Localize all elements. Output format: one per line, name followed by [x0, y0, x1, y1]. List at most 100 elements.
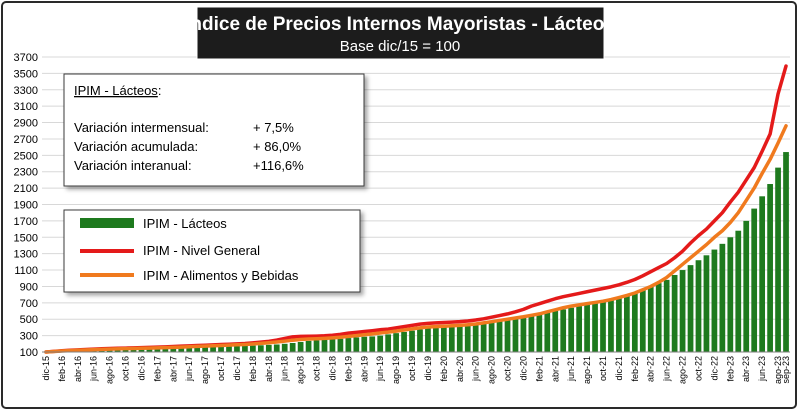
line-series [44, 64, 788, 354]
bar-lacteos [687, 265, 694, 352]
bar-lacteos [480, 322, 487, 352]
info-box: IPIM - Lácteos: Variación intermensual: … [63, 73, 365, 187]
bar-lacteos [600, 301, 606, 352]
x-tick-label: feb-23 [725, 356, 735, 382]
y-tick-label: 500 [20, 314, 38, 326]
bar-lacteos [273, 344, 280, 352]
x-tick-label: dic-15 [41, 356, 51, 381]
chart-title: Indice de Precios Internos Mayoristas - … [185, 14, 615, 35]
bar-lacteos [305, 340, 312, 352]
bar-lacteos [472, 323, 479, 352]
info-row-value: + 7,5% [253, 120, 294, 135]
info-box-title-text: IPIM - Lácteos [74, 83, 158, 98]
x-tick-label: ago-22 [678, 356, 688, 384]
bar-lacteos [242, 345, 248, 352]
legend: IPIM - Lácteos IPIM - Nivel General IPIM… [63, 209, 361, 293]
bar-lacteos [178, 347, 185, 352]
x-tick-label: dic-18 [327, 356, 337, 381]
x-tick-label: feb-17 [152, 356, 162, 382]
x-tick-label: ago-21 [582, 356, 592, 384]
y-tick-label: 700 [20, 298, 38, 310]
y-tick-label: 2500 [14, 150, 38, 162]
bar-lacteos [520, 316, 527, 352]
info-row-value: +116,6% [253, 158, 304, 173]
bar-lacteos [440, 326, 447, 352]
bar-lacteos [154, 348, 161, 352]
info-row-value: + 86,0% [253, 139, 302, 154]
bar-lacteos [433, 327, 439, 352]
bar-lacteos [377, 335, 384, 352]
bar-lacteos [194, 347, 201, 352]
bar-lacteos [560, 309, 567, 352]
y-tick-label: 1300 [14, 249, 38, 261]
x-tick-label: ago-23 [773, 356, 783, 384]
bar-lacteos [552, 311, 559, 352]
bar-lacteos [639, 289, 646, 352]
bar-lacteos [186, 347, 193, 352]
x-tick-label: jun-20 [471, 356, 481, 382]
bar-lacteos [130, 348, 137, 352]
bar-lacteos [425, 328, 431, 352]
bar-lacteos [337, 338, 344, 352]
bar-lacteos [265, 344, 272, 352]
bar-lacteos [162, 348, 169, 352]
x-tick-label: jun-18 [280, 356, 290, 382]
bar-lacteos [544, 312, 551, 352]
x-tick-label: abr-18 [264, 356, 274, 382]
x-tick-label: dic-20 [518, 356, 528, 381]
bar-lacteos [297, 342, 304, 352]
info-row-label: Variación intermensual: [74, 120, 209, 135]
x-tick-label: oct-20 [503, 356, 513, 381]
info-box-title-suffix: : [158, 83, 162, 98]
bar-lacteos [369, 336, 376, 352]
bar-lacteos [679, 270, 686, 352]
bar-series-lacteos [51, 152, 789, 352]
bar-lacteos [409, 330, 415, 352]
x-tick-label: abr-22 [646, 356, 656, 382]
chart-subtitle: Base dic/15 = 100 [340, 38, 461, 55]
bar-lacteos [568, 307, 575, 352]
x-tick-label: oct-22 [693, 356, 703, 381]
title-box: Indice de Precios Internos Mayoristas - … [185, 6, 615, 60]
bar-lacteos [671, 274, 678, 352]
y-tick-label: 2100 [14, 183, 38, 195]
info-row-label: Variación interanual: [74, 158, 192, 173]
bar-lacteos [663, 279, 670, 352]
bar-lacteos [512, 317, 519, 352]
bar-lacteos [122, 349, 129, 352]
bar-lacteos [146, 348, 153, 352]
x-tick-label: sep-23 [781, 356, 791, 384]
x-tick-label: dic-16 [136, 356, 146, 381]
bar-lacteos [138, 348, 145, 352]
bar-lacteos [353, 337, 360, 352]
bar-lacteos [170, 347, 177, 352]
x-tick-label: dic-22 [709, 356, 719, 381]
bar-lacteos [202, 347, 208, 352]
bar-lacteos [616, 297, 622, 352]
x-tick-label: feb-16 [57, 356, 67, 382]
x-tick-label: ago-19 [391, 356, 401, 384]
bar-lacteos [218, 346, 224, 352]
y-tick-label: 900 [20, 281, 38, 293]
y-tick-label: 1500 [14, 232, 38, 244]
bar-lacteos [488, 321, 495, 352]
y-tick-label: 3500 [14, 68, 38, 80]
x-tick-label: abr-23 [741, 356, 751, 382]
x-tick-label: jun-22 [662, 356, 672, 382]
bar-lacteos [743, 220, 750, 352]
info-box-title: IPIM - Lácteos: [74, 83, 161, 98]
bar-lacteos [456, 324, 463, 352]
bar-lacteos [401, 331, 407, 352]
bar-lacteos [576, 306, 582, 352]
x-tick-label: jun-17 [184, 356, 194, 382]
y-tick-label: 300 [20, 331, 38, 343]
x-tick-label: oct-21 [598, 356, 608, 381]
bar-lacteos [210, 346, 216, 352]
bar-lacteos [759, 196, 766, 352]
bar-lacteos [528, 315, 535, 352]
bar-lacteos [719, 243, 726, 352]
y-tick-label: 3100 [14, 101, 38, 113]
y-tick-label: 1700 [14, 216, 38, 228]
bar-lacteos [281, 343, 288, 352]
